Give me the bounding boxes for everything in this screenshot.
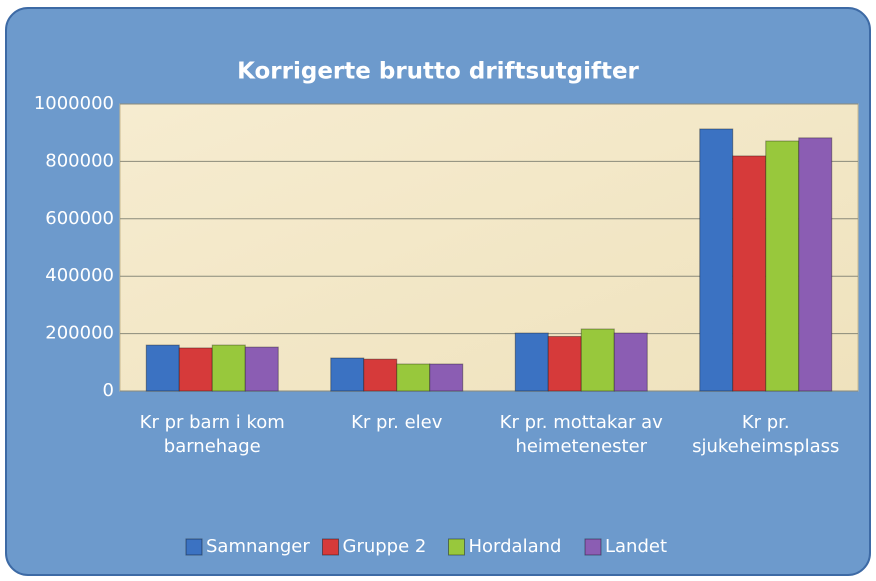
legend-swatch <box>448 538 465 556</box>
bar <box>211 344 246 392</box>
bar <box>178 347 213 392</box>
legend-label: Samnanger <box>206 536 310 557</box>
chart-title: Korrigerte brutto driftsutgifter <box>237 59 639 85</box>
bar <box>363 358 398 392</box>
bar <box>732 155 767 392</box>
x-tick-label: Kr pr. sjukeheimsplass <box>692 412 840 457</box>
bar <box>514 332 549 392</box>
y-tick-label: 0 <box>103 380 114 401</box>
bar <box>580 328 615 392</box>
bar <box>145 344 180 392</box>
x-tick-label: Kr pr barn i kom barnehage <box>139 412 285 457</box>
bar <box>699 128 734 392</box>
bar <box>547 335 582 392</box>
bar <box>244 346 279 392</box>
bar <box>613 332 648 392</box>
bar <box>429 363 464 392</box>
y-tick-label: 400000 <box>45 265 114 286</box>
legend-swatch <box>185 538 203 556</box>
legend-swatch <box>584 538 602 556</box>
legend-label: Gruppe 2 <box>343 536 427 557</box>
x-tick-label: Kr pr. mottakar av heimetenester <box>499 412 663 457</box>
legend-label: Landet <box>605 536 667 557</box>
y-tick-label: 800000 <box>45 150 114 171</box>
y-tick-label: 200000 <box>45 323 114 344</box>
bar <box>396 363 431 392</box>
y-tick-label: 1000000 <box>34 93 114 114</box>
x-tick-label: Kr pr. elev <box>351 412 443 433</box>
legend-label: Hordaland <box>469 536 562 557</box>
bar <box>330 357 365 392</box>
y-tick-label: 600000 <box>45 208 114 229</box>
legend-swatch <box>322 538 339 556</box>
bar <box>798 137 833 392</box>
bar <box>765 140 800 392</box>
